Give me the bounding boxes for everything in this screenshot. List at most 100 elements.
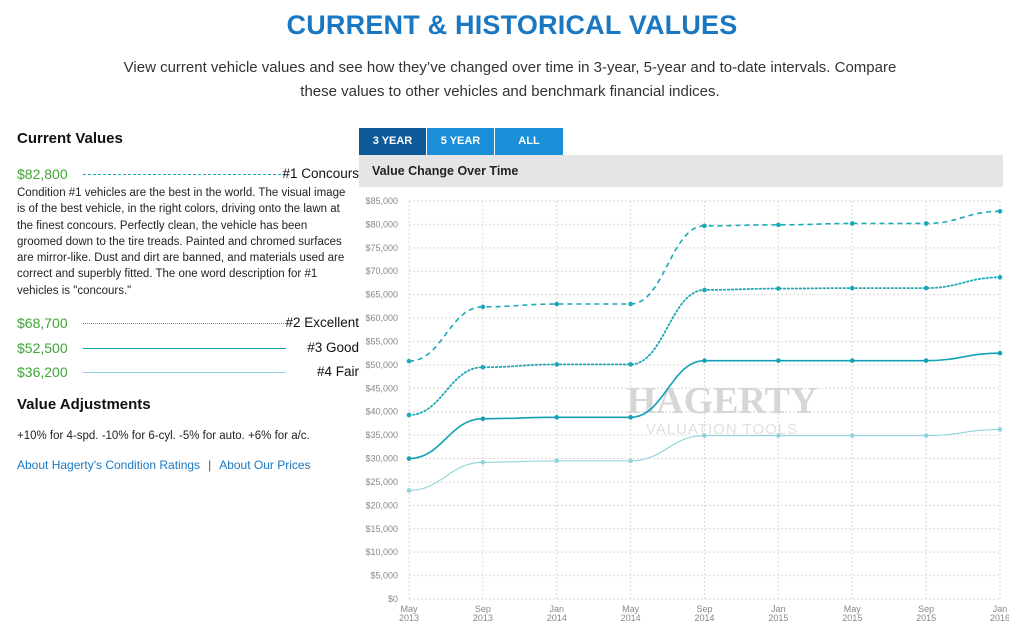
- data-point-solid: [923, 358, 929, 363]
- data-point-dotted: [702, 287, 707, 293]
- data-point-solid: [702, 358, 707, 363]
- condition-value: $52,500: [17, 340, 68, 356]
- y-tick-label: $70,000: [365, 266, 398, 276]
- data-point-thin: [628, 458, 633, 464]
- condition-row-excellent[interactable]: $68,700 #2 Excellent: [17, 315, 359, 333]
- value-adjustments-heading: Value Adjustments: [17, 396, 151, 413]
- data-point-solid: [480, 416, 486, 422]
- y-tick-label: $30,000: [365, 454, 398, 464]
- tab-5-year[interactable]: 5 YEAR: [427, 128, 494, 155]
- condition-ratings-link[interactable]: About Hagerty's Condition Ratings: [17, 458, 201, 472]
- data-point-dotted: [628, 362, 633, 367]
- tab-all[interactable]: ALL: [495, 128, 563, 155]
- x-tick-label: May 2014: [621, 604, 641, 623]
- data-point-dashed: [923, 221, 929, 226]
- y-tick-label: $55,000: [365, 336, 398, 346]
- data-point-dashed: [554, 301, 560, 307]
- data-point-solid: [776, 358, 781, 363]
- y-tick-label: $5,000: [370, 571, 398, 581]
- data-point-solid: [628, 415, 633, 420]
- data-point-dotted: [923, 285, 929, 291]
- condition-label: #4 Fair: [316, 364, 359, 379]
- current-values-heading: Current Values: [17, 130, 123, 147]
- data-point-solid: [997, 350, 1003, 356]
- data-point-solid: [554, 415, 560, 420]
- data-point-dashed: [997, 209, 1003, 214]
- data-point-dotted: [849, 285, 855, 291]
- legend-line-dotted: [83, 323, 286, 324]
- y-tick-label: $80,000: [365, 219, 398, 229]
- x-tick-label: Jan 2016: [990, 604, 1009, 623]
- condition-row-good[interactable]: $52,500 #3 Good: [17, 340, 359, 358]
- series-line-solid: [408, 352, 1001, 460]
- data-point-thin: [554, 458, 560, 464]
- value-chart: HAGERTY VALUATION TOOLS $0 $5,000 $10,000 $…: [365, 196, 1009, 623]
- condition-row-fair[interactable]: $36,200 #4 Fair: [17, 364, 359, 382]
- data-point-dotted: [776, 286, 781, 291]
- page-title: CURRENT & HISTORICAL VALUES: [286, 10, 738, 40]
- page-intro: View current vehicle values and see how …: [123, 59, 897, 100]
- info-links: About Hagerty's Condition Ratings | About …: [17, 458, 311, 472]
- our-prices-link[interactable]: About Our Prices: [219, 458, 311, 472]
- legend-line-solid: [83, 348, 286, 349]
- y-tick-label: $40,000: [365, 407, 398, 417]
- y-tick-label: $45,000: [365, 383, 398, 393]
- y-tick-label: $10,000: [365, 547, 398, 557]
- watermark-brand: HAGERTY: [627, 380, 818, 422]
- data-point-dotted: [406, 412, 412, 418]
- data-point-dashed: [702, 223, 707, 229]
- data-point-dashed: [849, 221, 855, 226]
- data-point-dotted: [997, 275, 1003, 280]
- tab-3-year[interactable]: 3 YEAR: [359, 128, 426, 155]
- condition-label: #3 Good: [307, 340, 359, 355]
- data-point-dashed: [406, 358, 412, 364]
- condition-label: #1 Concours: [282, 166, 359, 181]
- data-point-thin: [776, 433, 781, 438]
- y-tick-label: $0: [388, 594, 398, 604]
- y-tick-label: $75,000: [365, 243, 398, 253]
- condition-value: $82,800: [17, 166, 68, 182]
- condition-row-concours[interactable]: $82,800 #1 Concours: [17, 166, 359, 184]
- y-tick-label: $15,000: [365, 524, 398, 534]
- data-point-dashed: [628, 301, 633, 307]
- data-point-thin: [849, 433, 855, 438]
- condition-description: Condition #1 vehicles are the best in th…: [17, 187, 346, 297]
- data-point-solid: [406, 456, 412, 461]
- data-point-thin: [702, 433, 707, 438]
- x-tick-label: May 2015: [842, 604, 862, 623]
- watermark-subtitle: VALUATION TOOLS: [646, 421, 798, 438]
- x-tick-label: Sep 2015: [916, 604, 936, 623]
- chart-title: Value Change Over Time: [372, 164, 519, 178]
- x-tick-label: May 2013: [399, 604, 419, 623]
- data-point-thin: [480, 459, 486, 465]
- data-point-thin: [406, 488, 412, 493]
- y-tick-label: $85,000: [365, 196, 398, 206]
- data-point-dotted: [480, 364, 486, 370]
- data-point-dotted: [554, 362, 560, 367]
- legend-line-dashed: [83, 174, 286, 175]
- data-point-dashed: [776, 222, 781, 228]
- condition-value: $36,200: [17, 364, 68, 380]
- x-tick-label: Jan 2014: [547, 604, 567, 623]
- y-tick-label: $50,000: [365, 360, 398, 370]
- data-point-dashed: [480, 304, 486, 310]
- y-tick-label: $20,000: [365, 500, 398, 510]
- data-point-solid: [849, 358, 855, 363]
- value-adjustments-text: +10% for 4-spd. -10% for 6-cyl. -5% for …: [17, 430, 310, 442]
- series-line-dashed: [408, 210, 1001, 362]
- x-tick-label: Sep 2014: [694, 604, 714, 623]
- x-tick-label: Sep 2013: [473, 604, 493, 623]
- x-tick-label: Jan 2015: [768, 604, 788, 623]
- legend-line-thin: [83, 372, 286, 373]
- data-point-thin: [997, 427, 1003, 432]
- chart-header: Value Change Over Time: [359, 155, 1003, 187]
- condition-label: #2 Excellent: [285, 315, 359, 330]
- data-point-thin: [923, 433, 929, 438]
- y-tick-label: $25,000: [365, 477, 398, 487]
- series-line-dotted: [408, 276, 1001, 416]
- condition-value: $68,700: [17, 315, 68, 331]
- y-tick-label: $65,000: [365, 290, 398, 300]
- y-tick-label: $35,000: [365, 430, 398, 440]
- link-separator: |: [208, 458, 212, 472]
- y-tick-label: $60,000: [365, 313, 398, 323]
